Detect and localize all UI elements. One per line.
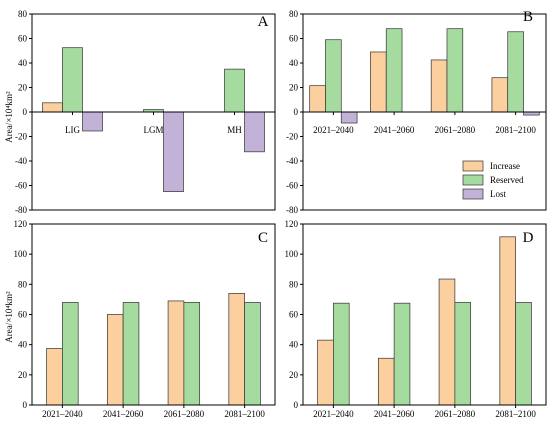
bar-a-lost-1	[163, 111, 184, 192]
x-tick-label-a-2: MH	[227, 125, 242, 135]
x-tick-label-b-1: 2041–2060	[374, 125, 415, 135]
legend-label-reserved: Reserved	[490, 175, 524, 185]
y-tick-label-a-8: 80	[18, 9, 28, 19]
y-axis-label-c: Area/×10⁴km²	[4, 291, 14, 343]
bar-b-increase-2	[430, 59, 448, 113]
x-tick-label-d-1: 2041–2060	[374, 409, 415, 419]
bar-d-increase-2	[438, 278, 456, 406]
bar-c-reserved-3	[244, 302, 261, 406]
bar-d-increase-1	[377, 357, 395, 406]
y-tick-label-a-3: -20	[15, 132, 27, 142]
bar-a-reserved-2	[224, 68, 245, 113]
y-tick-label-a-0: -80	[15, 205, 27, 215]
panel-letter-b: B	[523, 9, 533, 25]
y-tick-label-d-4: 80	[289, 279, 299, 289]
bar-b-reserved-0	[325, 39, 342, 113]
y-tick-label-d-3: 60	[289, 310, 299, 320]
bar-a-increase-0	[42, 102, 63, 113]
x-tick-label-c-0: 2021–2040	[42, 409, 83, 419]
legend: Increase Reserved Lost	[462, 160, 524, 200]
y-tick-label-b-2: -40	[286, 156, 298, 166]
legend-swatch-reserved	[462, 174, 484, 186]
y-tick-label-b-6: 40	[289, 58, 299, 68]
x-tick-label-c-1: 2041–2060	[103, 409, 144, 419]
bar-d-reserved-2	[454, 302, 472, 406]
y-tick-label-c-6: 120	[14, 219, 28, 229]
y-tick-label-c-4: 80	[18, 279, 28, 289]
bar-c-increase-3	[228, 293, 245, 406]
bar-b-reserved-1	[385, 28, 403, 113]
y-tick-label-c-5: 100	[14, 249, 28, 259]
bar-c-increase-1	[106, 314, 124, 406]
x-tick-label-d-3: 2081–2100	[495, 409, 536, 419]
y-tick-label-d-5: 100	[285, 249, 299, 259]
bar-d-increase-0	[317, 339, 334, 406]
y-tick-label-b-5: 20	[289, 83, 299, 93]
bar-c-reserved-0	[62, 302, 79, 406]
bar-d-reserved-3	[515, 302, 532, 406]
legend-label-lost: Lost	[490, 189, 507, 199]
y-tick-label-c-1: 20	[18, 370, 28, 380]
y-tick-label-b-8: 80	[289, 9, 299, 19]
panel-letter-a: A	[258, 14, 269, 30]
bar-d-increase-3	[499, 236, 516, 406]
y-tick-label-b-4: 0	[294, 107, 299, 117]
y-tick-label-c-3: 60	[18, 310, 28, 320]
x-tick-label-c-3: 2081–2100	[224, 409, 265, 419]
legend-swatch-lost	[462, 188, 484, 200]
legend-label-increase: Increase	[490, 161, 520, 171]
bar-b-increase-3	[491, 77, 509, 113]
y-tick-label-a-6: 40	[18, 58, 28, 68]
y-tick-label-d-6: 120	[285, 219, 299, 229]
x-tick-label-b-3: 2081–2100	[495, 125, 536, 135]
y-axis-label-a: Area/×10⁴km²	[4, 91, 14, 143]
bar-b-increase-0	[309, 85, 326, 113]
panel-c-chart: 0 20 40 60 80 100 120 2021–2040 2041–2060 2061–20…	[4, 219, 276, 419]
panel-letter-d: D	[523, 230, 534, 246]
panel-letter-c: C	[258, 230, 268, 246]
y-tick-label-b-3: -20	[286, 132, 298, 142]
bar-a-lost-0	[82, 111, 103, 132]
x-tick-label-c-2: 2061–2080	[164, 409, 205, 419]
bar-b-reserved-3	[507, 31, 524, 113]
bar-c-increase-2	[167, 300, 185, 406]
bar-c-reserved-1	[122, 302, 140, 406]
bar-b-lost-0	[340, 111, 358, 124]
y-tick-label-b-0: -80	[286, 205, 298, 215]
bar-a-lost-2	[244, 111, 265, 153]
y-tick-label-b-1: -60	[286, 181, 298, 191]
y-tick-label-a-1: -60	[15, 181, 27, 191]
panel-d-chart: 0 20 40 60 80 100 120 2021–2040 2041–2060 2061–20…	[285, 219, 547, 419]
bar-c-reserved-2	[183, 302, 201, 406]
y-tick-label-a-2: -40	[15, 156, 27, 166]
bar-b-reserved-2	[446, 28, 464, 113]
y-tick-label-a-7: 60	[18, 34, 28, 44]
panel-b-chart: -80 -60 -40 -20 0 20 40 60 80 2021–2040 2041–2060 2…	[286, 9, 547, 215]
x-tick-label-a-1: LGM	[144, 125, 164, 135]
bar-d-reserved-1	[393, 302, 411, 406]
y-tick-label-b-7: 60	[289, 34, 299, 44]
x-tick-label-a-0: LIG	[65, 125, 80, 135]
y-tick-label-d-0: 0	[294, 400, 299, 410]
bar-b-increase-1	[370, 51, 387, 113]
legend-swatch-increase	[462, 160, 484, 172]
bar-d-reserved-0	[333, 302, 350, 406]
x-tick-label-d-0: 2021–2040	[313, 409, 354, 419]
x-tick-label-b-2: 2061–2080	[435, 125, 476, 135]
bar-c-increase-0	[46, 348, 63, 406]
y-tick-label-d-1: 20	[289, 370, 299, 380]
bar-a-reserved-0	[62, 47, 83, 113]
y-tick-label-d-2: 40	[289, 340, 299, 350]
panel-a-chart: -80 -60 -40 -20 0 20 40 60 80 LIG LGM MH Area/×10⁴km…	[4, 9, 276, 215]
x-tick-label-d-2: 2061–2080	[435, 409, 476, 419]
y-tick-label-c-0: 0	[23, 400, 28, 410]
y-tick-label-c-2: 40	[18, 340, 28, 350]
y-tick-label-a-4: 0	[23, 107, 28, 117]
y-tick-label-a-5: 20	[18, 83, 28, 93]
x-tick-label-b-0: 2021–2040	[313, 125, 354, 135]
